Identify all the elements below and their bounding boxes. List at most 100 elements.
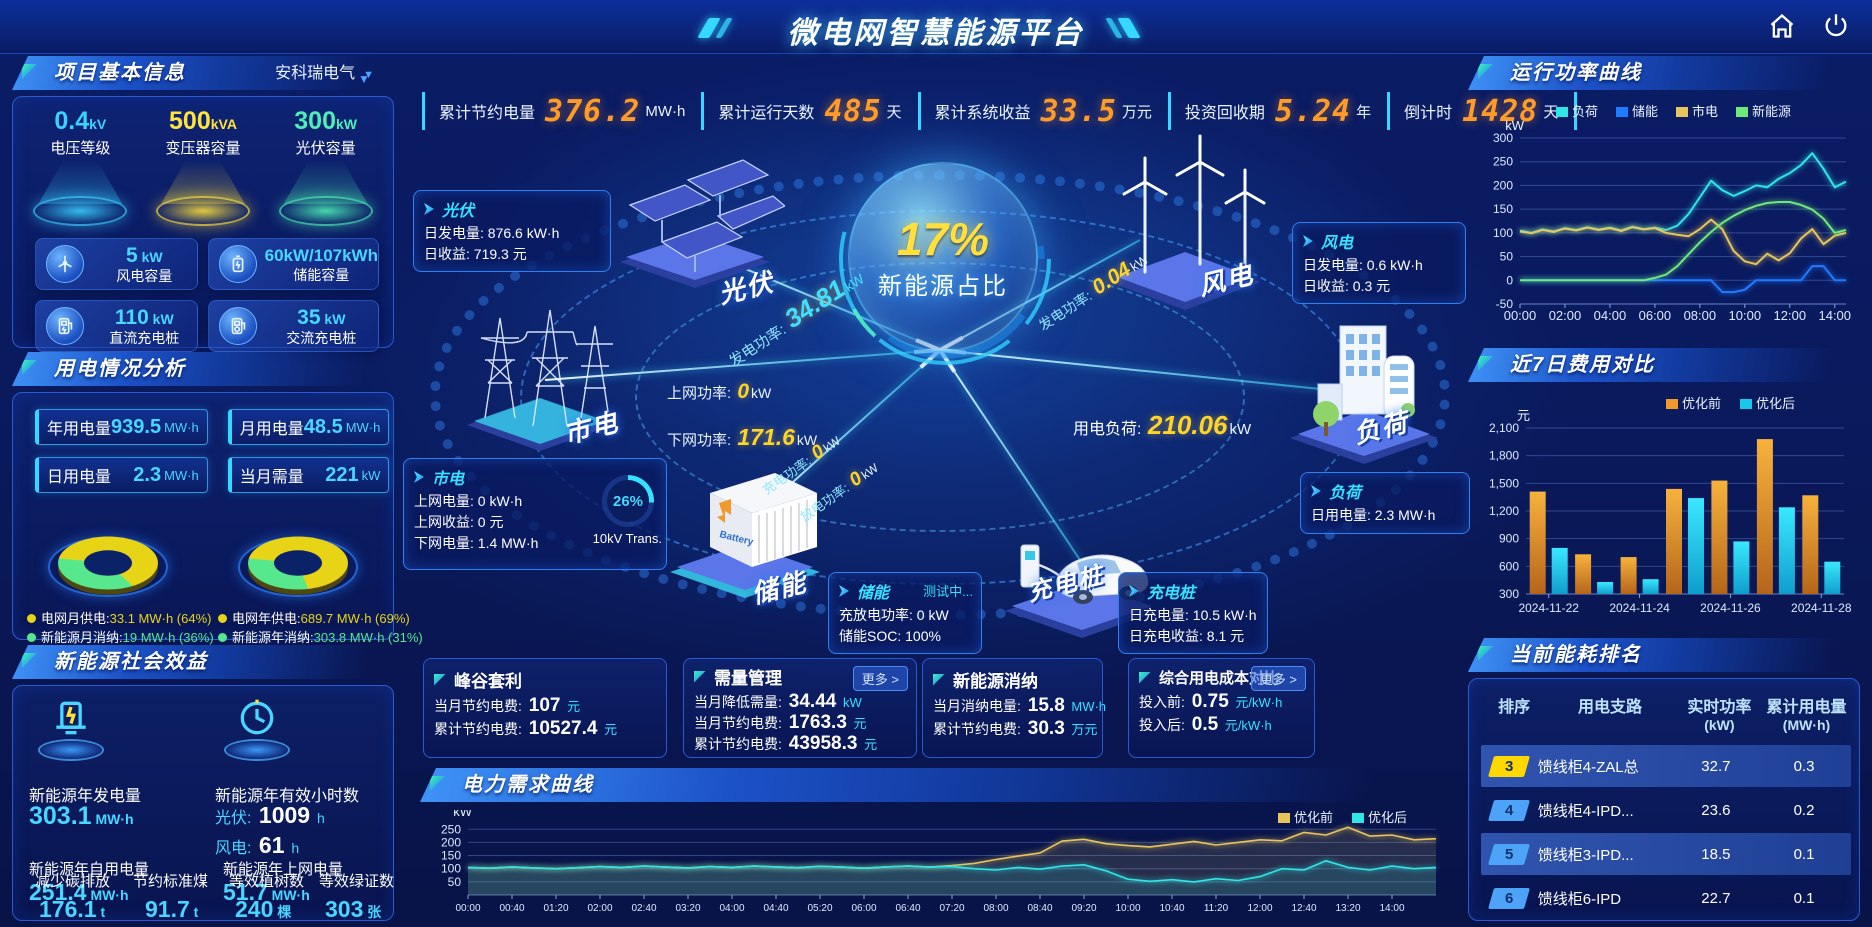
energy-donut-chart (33, 507, 183, 603)
usage-stat-label: 年用电量 (47, 421, 112, 438)
kpi-row: 累计节约电费: 30.3 万元 (933, 718, 1098, 739)
corner-icon (1478, 64, 1493, 79)
benefit-unit: MW·h (86, 887, 129, 903)
kpi-panel-2: 需量管理 更多 > 当月降低需量: 34.44 kW 当月节约电费: 1763.3 元… (683, 658, 917, 758)
card-unit: kW (320, 310, 346, 327)
legend-item: 新能源月消纳: 19 MW·h (36%) (27, 628, 214, 647)
capacity-pedestal: 300kW 光伏容量 (270, 107, 382, 226)
kpi-panel-4: 综合用电成本对比 更多 > 投入前: 0.75 元/kW·h 投入后: 0.5 元/k… (1128, 658, 1315, 758)
info-box-row: 上网收益: 0 元 (414, 514, 504, 530)
corner-icon (694, 670, 706, 683)
info-box-row: 储能SOC: 100% (839, 628, 941, 644)
benefit-unit: 棵 (273, 904, 292, 920)
center-sphere: 17% 新能源占比 (839, 153, 1051, 365)
info-box-title-text: 市电 (432, 471, 465, 488)
flow-label-unit: kW (820, 433, 843, 456)
benefit-label: 减少碳排放 (35, 873, 111, 890)
card-value: 35 kW (297, 305, 346, 329)
legend-item: 新能源年消纳: 303.8 MW·h (31%) (218, 628, 423, 647)
ranking-table: 排序 用电支路 实时功率 (kW) 累计用电量 (MW·h) 3 馈线柜4-ZAL总 32.7 0… (1468, 678, 1860, 921)
ranking-row[interactable]: 3 馈线柜4-ZAL总 32.7 0.3 (1481, 745, 1851, 787)
corner-icon (1478, 646, 1493, 661)
ranking-col-header: 用电支路 (1577, 699, 1642, 716)
legend-label: 新能源月消纳: (41, 630, 123, 645)
top-stat-unit: 天 (1543, 103, 1559, 121)
flow-label-text: 发电功率: (1035, 285, 1098, 334)
info-box-row: 日充电量: 10.5 kW·h (1129, 607, 1257, 623)
arrow-icon (839, 585, 849, 597)
card-label: 交流充电桩 (286, 329, 357, 346)
pedestal-label: 电压等级 (50, 140, 111, 157)
pedestal-base (33, 196, 128, 226)
svg-text:100: 100 (1493, 226, 1513, 240)
rank-number: 5 (1505, 845, 1514, 863)
svg-text:市电: 市电 (1692, 104, 1718, 119)
pedestal-value: 500kVA (169, 107, 237, 135)
company-select[interactable]: 安科瑞电气 ▼ (275, 65, 374, 82)
svg-text:300: 300 (1499, 587, 1519, 601)
ranking-row[interactable]: 6 馈线柜6-IPD 22.7 0.1 (1481, 877, 1851, 919)
icon-pedestal (38, 739, 104, 761)
flow-label-text: 下网功率: (667, 432, 736, 449)
flow-label-text: 放电功率: (797, 478, 855, 525)
cost-compare-chart: 300 600 900 1,200 1,500 1,800 2,100 元 2024-11-22… (1470, 390, 1858, 631)
dc-charger-icon (46, 307, 84, 345)
section-title-ranking: 当前能耗排名 (1468, 638, 1860, 672)
pedestal-unit: kVA (210, 116, 237, 132)
flow-label-value: 34.81 (779, 273, 851, 334)
svg-text:00:00: 00:00 (455, 903, 480, 914)
pv-generation-icon (35, 696, 107, 761)
power-icon[interactable] (1822, 12, 1850, 40)
flow-label-unit: kW (1229, 421, 1252, 438)
svg-text:12:00: 12:00 (1774, 308, 1807, 323)
arrow-icon (1303, 235, 1313, 247)
top-stat: 倒计时 1428 天 (1387, 92, 1578, 130)
info-box-title: 负荷 (1311, 479, 1459, 503)
branch-name: 馈线柜6-IPD (1537, 890, 1622, 908)
benefit-kv: 光伏: 1009 h (215, 802, 325, 828)
pedestal-label: 光伏容量 (295, 140, 356, 157)
section-title-cost-compare: 近7日费用对比 (1468, 348, 1860, 382)
realtime-power: 22.7 (1701, 889, 1731, 907)
svg-text:优化后: 优化后 (1756, 396, 1795, 411)
info-box-wind: 风电 日发电量: 0.6 kW·h 日收益: 0.3 元 (1292, 222, 1466, 304)
pedestal-value: 300kW (294, 107, 357, 135)
svg-text:50: 50 (1500, 250, 1514, 264)
kpi-row: 当月节约电费: 107 元 (434, 695, 581, 716)
arrow-icon (1311, 485, 1321, 497)
svg-text:900: 900 (1499, 532, 1519, 546)
rank-number: 3 (1505, 757, 1514, 775)
info-box-title: 储能 (839, 579, 971, 603)
legend-value: 303.8 MW·h (31%) (313, 630, 423, 645)
flow-label: 发电功率: 34.81kW (720, 261, 869, 373)
pedestal-base (278, 196, 373, 226)
kpi-panel-1: 峰谷套利 当月节约电费: 107 元累计节约电费: 10527.4 元 (423, 658, 667, 758)
usage-stat-unit: MW·h (164, 419, 199, 435)
kpi-row: 当月节约电费: 1763.3 元 (694, 712, 867, 733)
ranking-row[interactable]: 5 馈线柜3-IPD... 18.5 0.1 (1481, 833, 1851, 875)
svg-text:2024-11-26: 2024-11-26 (1700, 601, 1761, 615)
corner-icon (434, 673, 446, 686)
rank-badge-cell: 6 (1481, 887, 1538, 909)
benefit-value: 303.1 MW·h (29, 802, 134, 830)
svg-text:12:00: 12:00 (1247, 903, 1272, 914)
benefit-unit: 张 (363, 904, 382, 920)
top-stat: 累计运行天数 485 天 (701, 92, 917, 130)
flow-label-unit: kW (841, 270, 868, 295)
chevron-down-icon: ▼ (363, 69, 374, 81)
home-icon[interactable] (1768, 12, 1796, 40)
info-box-row: 上网电量: 0 kW·h (414, 493, 523, 509)
rank-number: 6 (1505, 889, 1514, 907)
svg-text:09:20: 09:20 (1071, 903, 1096, 914)
more-button[interactable]: 更多 > (1250, 666, 1306, 691)
realtime-power: 32.7 (1701, 757, 1731, 775)
legend-value: 689.7 MW·h (69%) (300, 611, 410, 626)
power-curve-chart: -50 0 50 100 150 200 250 300 kW 00:00 02:00 04:00 06… (1470, 98, 1858, 337)
capacity-card: 60kW/107kWh 储能容量 (207, 238, 379, 290)
svg-text:Battery: Battery (718, 529, 755, 548)
info-box-row: 日收益: 719.3 元 (424, 246, 527, 262)
ranking-row[interactable]: 4 馈线柜4-IPD... 23.6 0.2 (1481, 789, 1851, 831)
benefit-label: 新能源年自用电量 (29, 861, 150, 878)
node-label-charger: 充电桩 (1024, 561, 1107, 607)
more-button[interactable]: 更多 > (852, 666, 908, 691)
